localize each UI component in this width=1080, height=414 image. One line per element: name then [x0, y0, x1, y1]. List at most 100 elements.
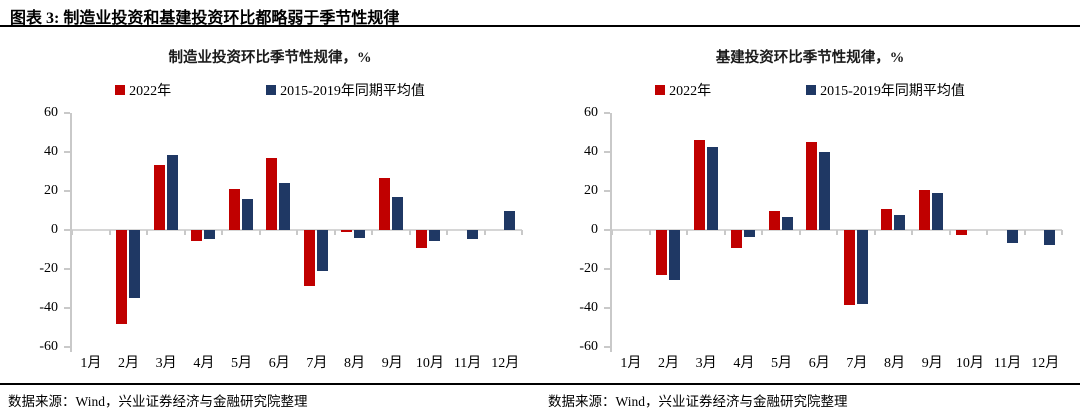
y-axis-tick [604, 268, 610, 270]
bar-2015-2019年同期平均值-5月 [781, 217, 793, 230]
y-axis-tick-label: 60 [584, 105, 598, 120]
x-axis-category-label: 4月 [193, 356, 215, 371]
x-axis-category-label: 3月 [695, 356, 717, 371]
bar-2015-2019年同期平均值-7月 [316, 230, 328, 271]
x-axis-category-label: 11月 [993, 356, 1022, 371]
bar-2015-2019年同期平均值-3月 [166, 154, 178, 230]
x-axis-labels: 1月 2月 3月 4月 5月 6月 7月 8月 9月 10月 11月 12月 [612, 352, 1064, 372]
bar-2015-2019年同期平均值-10月 [429, 230, 441, 241]
y-axis-tick-label: 40 [584, 144, 598, 159]
y-axis-tick [64, 229, 70, 231]
y-axis-tick [604, 229, 610, 231]
plot-area [64, 112, 523, 352]
y-axis-tick-label: -60 [39, 339, 58, 354]
bar-2015-2019年同期平均值-5月 [241, 198, 253, 230]
bar-2015-2019年同期平均值-9月 [931, 192, 943, 230]
x-axis-category-label: 4月 [733, 356, 755, 371]
x-axis-category-label: 12月 [1031, 356, 1060, 371]
bar-2022年-4月 [731, 230, 743, 248]
y-axis-tick-label: 20 [44, 183, 58, 198]
y-axis-tick [604, 112, 610, 114]
x-axis-tick [986, 230, 988, 235]
bar-2022年-10月 [416, 230, 428, 248]
x-axis-tick [911, 230, 913, 235]
y-axis-tick-label: 40 [44, 144, 58, 159]
x-axis-category-label: 2月 [658, 356, 679, 371]
y-axis-tick [604, 190, 610, 192]
plot-area [604, 112, 1063, 352]
bar-2022年-6月 [806, 142, 818, 230]
figure-title: 图表 3: 制造业投资和基建投资环比都略弱于季节性规律 [10, 10, 400, 27]
x-axis-tick [108, 230, 111, 235]
bar-2022年-3月 [693, 140, 705, 230]
bar-2022年-2月 [116, 230, 128, 324]
x-axis-tick [761, 230, 763, 235]
bar-2022年-6月 [266, 157, 278, 230]
bar-2015-2019年同期平均值-6月 [279, 183, 291, 230]
bar-2022年-10月 [956, 230, 968, 235]
bar-2022年-4月 [191, 230, 203, 241]
bar-2015-2019年同期平均值-7月 [856, 230, 868, 305]
bar-2022年-8月 [881, 208, 893, 230]
figure-footer: 数据来源：Wind，兴业证券经济与金融研究院整理 数据来源：Wind，兴业证券经… [0, 383, 1080, 414]
legend-item: 2015-2019年同期平均值 [266, 80, 425, 100]
x-axis-category-label: 9月 [381, 356, 403, 371]
legend-marker-icon [806, 85, 817, 95]
x-axis-category-label: 1月 [80, 356, 102, 371]
bar-2015-2019年同期平均值-3月 [706, 147, 718, 230]
bar-2015-2019年同期平均值-12月 [504, 211, 516, 230]
bar-2022年-7月 [303, 230, 315, 286]
chart-panel: 基建投资环比季节性规律，% 2022年 2015-2019年同期平均值 60 40 20 0… [540, 0, 1080, 383]
y-axis-tick-label: 0 [591, 222, 598, 237]
x-axis-category-label: 3月 [155, 356, 177, 371]
x-axis-tick [371, 230, 373, 235]
x-axis-tick [258, 230, 261, 235]
figure-header: 图表 3: 制造业投资和基建投资环比都略弱于季节性规律 [0, 0, 1080, 27]
x-axis-tick [948, 230, 951, 235]
y-axis-tick [64, 268, 70, 270]
bar-2015-2019年同期平均值-8月 [354, 230, 366, 238]
chart-legend: 2022年 2015-2019年同期平均值 [540, 80, 1080, 100]
y-axis-tick [64, 112, 70, 114]
x-axis-category-label: 11月 [453, 356, 482, 371]
x-axis-category-label: 2月 [118, 356, 139, 371]
y-axis-tick-label: 60 [44, 105, 58, 120]
x-axis-category-label: 6月 [808, 356, 830, 371]
bar-2022年-5月 [228, 189, 240, 230]
bar-2022年-7月 [843, 230, 855, 306]
chart-panel: 制造业投资环比季节性规律，% 2022年 2015-2019年同期平均值 60 40 20… [0, 0, 540, 383]
bar-2022年-3月 [153, 164, 165, 230]
x-axis-category-label: 8月 [884, 356, 906, 371]
y-axis-tick-label: -40 [39, 300, 58, 315]
source-note-right: 数据来源：Wind，兴业证券经济与金融研究院整理 [548, 394, 848, 409]
x-axis-tick [146, 230, 148, 235]
x-axis-tick [296, 230, 298, 235]
legend-marker-icon [115, 85, 126, 95]
bar-2015-2019年同期平均值-11月 [466, 230, 478, 239]
bar-2022年-9月 [378, 178, 390, 230]
y-axis-tick [604, 346, 610, 348]
y-axis-tick [64, 346, 70, 348]
legend-marker-icon [266, 85, 277, 95]
bar-2022年-9月 [918, 190, 930, 230]
bar-2015-2019年同期平均值-12月 [1044, 230, 1056, 245]
bar-2015-2019年同期平均值-6月 [819, 152, 831, 230]
y-axis-tick-label: -20 [39, 261, 58, 276]
y-axis-tick-label: 20 [584, 183, 598, 198]
legend-item: 2022年 [115, 80, 171, 100]
bar-2015-2019年同期平均值-2月 [129, 230, 141, 299]
x-axis-tick [446, 230, 448, 235]
bar-2015-2019年同期平均值-8月 [894, 215, 906, 230]
x-axis-tick [836, 230, 838, 235]
source-note-left: 数据来源：Wind，兴业证券经济与金融研究院整理 [8, 394, 308, 409]
x-axis-tick [873, 230, 876, 235]
y-axis-tick [64, 190, 70, 192]
x-axis-tick [611, 230, 613, 235]
legend-label: 2022年 [669, 84, 712, 99]
x-axis-tick [71, 230, 73, 235]
chart-legend: 2022年 2015-2019年同期平均值 [0, 80, 540, 100]
bar-2022年-2月 [656, 230, 668, 275]
x-axis-category-label: 10月 [415, 356, 444, 371]
bar-2015-2019年同期平均值-11月 [1006, 230, 1018, 243]
